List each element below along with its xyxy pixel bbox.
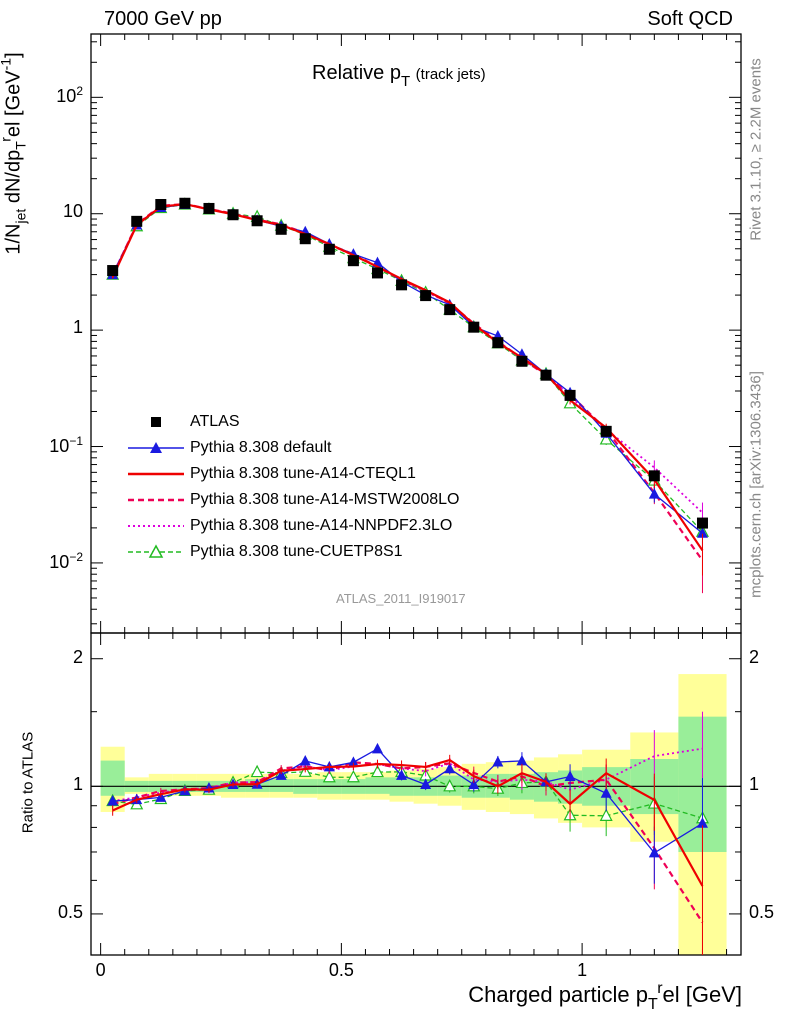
ratio-point-default [564, 770, 576, 782]
ratio-point-default [420, 778, 432, 789]
y-axis-label: 1/Njet dN/dpTrel [GeV-1] [0, 52, 29, 255]
ratio-band-green [100, 760, 125, 796]
data-point-atlas [203, 202, 215, 214]
legend-marker-open-triangle-icon [128, 544, 184, 558]
ratio-tick-label: 2 [72, 646, 83, 667]
data-point-atlas [492, 337, 504, 349]
data-point-default [696, 527, 708, 538]
data-point-atlas [516, 355, 528, 367]
ratio-axis-label: Ratio to ATLAS [19, 731, 37, 834]
x-tick-label: 0.5 [328, 960, 354, 980]
data-point-atlas [420, 290, 432, 302]
process-header: Soft QCD [647, 8, 733, 30]
ratio-plot-frame [90, 632, 742, 956]
x-tick-label: 0 [95, 960, 106, 980]
legend-line-dotted-icon [128, 525, 184, 527]
data-point-atlas [564, 389, 576, 401]
data-point-atlas [540, 369, 552, 381]
legend-entry-cuetp8s1: Pythia 8.308 tune-CUETP8S1 [128, 540, 403, 564]
x-tick-label: 1 [577, 960, 588, 980]
ratio-tick-label-right: 2 [749, 646, 760, 667]
ratio-point-default [696, 817, 708, 828]
ratio-point-default [648, 846, 660, 858]
legend-marker-triangle-icon [128, 442, 184, 453]
ratio-point-cuetp8s1 [250, 764, 264, 778]
data-point-atlas [179, 197, 191, 209]
ratio-point-cuetp8s1 [322, 769, 336, 783]
ratio-tick-label-right: 1 [749, 774, 760, 795]
legend-entry-a14-cteql1: Pythia 8.308 tune-A14-CTEQL1 [128, 462, 416, 486]
ratio-point-cuetp8s1 [443, 779, 457, 792]
ratio-point-cuetp8s1 [599, 808, 613, 821]
legend-entry-atlas: ATLAS [128, 410, 240, 434]
legend-entry-a14-nnpdf: Pythia 8.308 tune-A14-NNPDF2.3LO [128, 514, 452, 538]
y-tick-label: 1 [72, 317, 83, 338]
data-point-default [648, 488, 660, 499]
ratio-point-default [347, 756, 359, 767]
ratio-tick-label-right: 0.5 [749, 901, 775, 922]
ratio-point-default [444, 762, 456, 774]
mcplots-reference-label: mcplots.cern.ch [arXiv:1306.3436] [747, 371, 765, 598]
legend-entry-a14-mstw: Pythia 8.308 tune-A14-MSTW2008LO [128, 488, 459, 512]
data-point-atlas [444, 304, 456, 316]
analysis-id-label: ATLAS_2011_I919017 [336, 591, 466, 606]
data-point-atlas [131, 215, 143, 227]
energy-header: 7000 GeV pp [104, 8, 222, 30]
data-point-atlas [227, 209, 239, 221]
data-point-atlas [251, 215, 263, 227]
data-point-atlas [468, 321, 480, 333]
ratio-point-default [371, 742, 383, 754]
data-point-atlas [275, 223, 287, 235]
plot-title: Relative pT (track jets) [312, 62, 486, 90]
data-point-atlas [107, 265, 119, 277]
ratio-point-cuetp8s1 [370, 764, 384, 778]
data-point-cuetp8s1 [599, 432, 613, 445]
data-point-atlas [323, 243, 335, 255]
ratio-band-green [365, 777, 390, 794]
ratio-point-default [492, 756, 504, 767]
ratio-tick-label: 1 [72, 774, 83, 795]
ratio-band-green [269, 779, 294, 792]
legend-line-solid-icon [128, 472, 184, 476]
legend-line-dashed-icon [128, 498, 184, 502]
data-point-atlas [396, 279, 408, 291]
legend-marker-square-icon [151, 417, 161, 427]
data-point-atlas [600, 425, 612, 437]
ratio-point-default [516, 754, 528, 766]
ratio-point-default [600, 787, 612, 798]
ratio-point-default [299, 754, 311, 766]
ratio-tick-label: 0.5 [57, 901, 83, 922]
y-tick-label: 10 [62, 200, 83, 221]
x-axis-label: Charged particle pTrel [GeV] [468, 980, 742, 1013]
ratio-point-default [468, 778, 480, 790]
data-point-atlas [347, 255, 359, 267]
ratio-point-default [107, 795, 119, 806]
y-tick-label: 10−1 [49, 433, 83, 456]
legend-entry-default: Pythia 8.308 default [128, 436, 331, 460]
data-point-atlas [299, 233, 311, 245]
ratio-point-cuetp8s1 [346, 769, 360, 783]
ratio-point-default [396, 769, 408, 780]
y-tick-label: 10−2 [49, 549, 83, 572]
ratio-point-default [275, 769, 287, 780]
data-point-atlas [648, 470, 660, 482]
data-point-atlas [696, 517, 708, 529]
data-point-atlas [155, 199, 167, 211]
y-tick-label: 102 [56, 84, 83, 107]
data-point-atlas [371, 267, 383, 279]
